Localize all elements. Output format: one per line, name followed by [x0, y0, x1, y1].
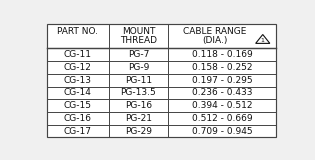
Text: PG-9: PG-9: [128, 63, 149, 72]
Text: CABLE RANGE: CABLE RANGE: [183, 27, 247, 36]
Text: 1: 1: [261, 37, 265, 43]
Text: MOUNT: MOUNT: [122, 27, 155, 36]
Text: PG-29: PG-29: [125, 127, 152, 136]
Text: 0.197 - 0.295: 0.197 - 0.295: [192, 76, 253, 85]
Text: PG-7: PG-7: [128, 50, 149, 59]
Text: 0.158 - 0.252: 0.158 - 0.252: [192, 63, 253, 72]
Text: PG-13.5: PG-13.5: [121, 88, 156, 97]
Text: PG-21: PG-21: [125, 114, 152, 123]
Text: CG-13: CG-13: [64, 76, 92, 85]
Text: 0.512 - 0.669: 0.512 - 0.669: [192, 114, 253, 123]
Text: CG-11: CG-11: [64, 50, 92, 59]
Text: CG-12: CG-12: [64, 63, 92, 72]
Text: PART NO.: PART NO.: [57, 27, 98, 36]
Text: CG-15: CG-15: [64, 101, 92, 110]
Text: PG-16: PG-16: [125, 101, 152, 110]
Text: PG-11: PG-11: [125, 76, 152, 85]
Text: THREAD: THREAD: [120, 36, 157, 45]
Text: CG-17: CG-17: [64, 127, 92, 136]
Text: 0.236 - 0.433: 0.236 - 0.433: [192, 88, 253, 97]
Text: CG-14: CG-14: [64, 88, 92, 97]
Text: 0.709 - 0.945: 0.709 - 0.945: [192, 127, 253, 136]
Text: 0.118 - 0.169: 0.118 - 0.169: [192, 50, 253, 59]
Text: 0.394 - 0.512: 0.394 - 0.512: [192, 101, 253, 110]
Text: CG-16: CG-16: [64, 114, 92, 123]
Text: (DIA.): (DIA.): [202, 36, 228, 45]
